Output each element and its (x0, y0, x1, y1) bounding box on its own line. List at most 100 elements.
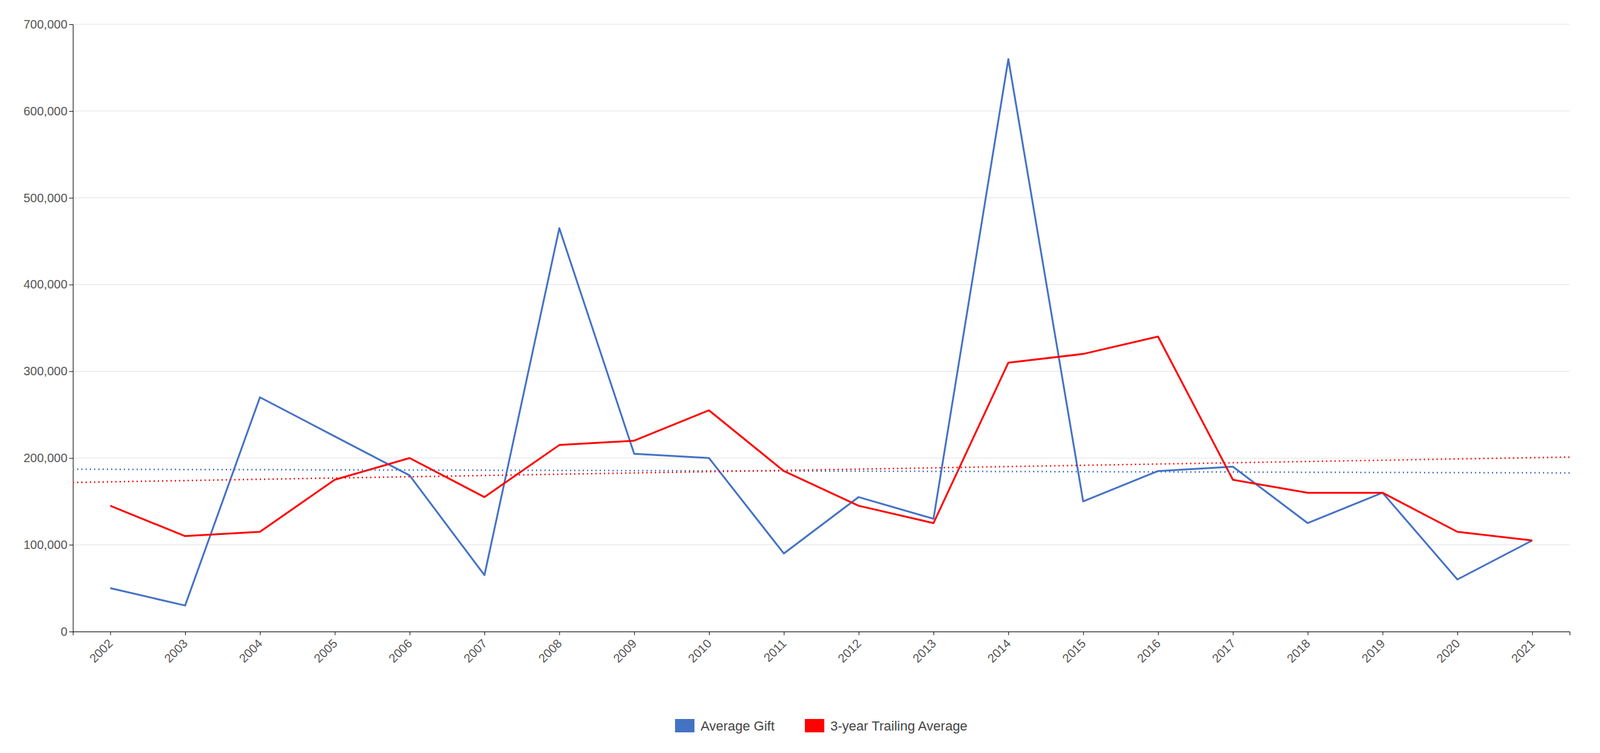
tick-mark (185, 631, 186, 635)
tick-label: 2009 (610, 636, 640, 665)
tick: 300,000 (23, 364, 73, 378)
tick-label: 2015 (1059, 636, 1089, 665)
tick-mark (69, 111, 73, 112)
chart: 0 100,000 200,000 300,000 400,000 500,000 600,… (0, 0, 1600, 753)
legend-swatch (674, 718, 695, 733)
tick-label: 2005 (311, 636, 340, 665)
grid-line (72, 284, 1570, 285)
tick-label: 2021 (1508, 636, 1538, 665)
tick: 2008 (535, 631, 565, 665)
tick-mark (1008, 631, 1009, 635)
tick: 600,000 (23, 104, 73, 118)
tick: 0 (60, 624, 73, 638)
series-line (110, 58, 1533, 606)
tick-mark (259, 631, 261, 635)
grid-line (72, 457, 1570, 459)
plot-area: 0 100,000 200,000 300,000 400,000 500,000 600,… (23, 17, 1571, 665)
tick-label: 2014 (985, 636, 1014, 665)
tick-label: 200,000 (23, 450, 68, 465)
tick: 2021 (1508, 631, 1538, 665)
legend-label: 3-year Trailing Average (830, 718, 968, 734)
tick: 100,000 (23, 537, 73, 552)
legend-item: Average Gift (674, 718, 775, 734)
tick-mark (1158, 631, 1159, 635)
tick-label: 2011 (761, 636, 790, 665)
tick-label: 300,000 (23, 364, 68, 378)
tick-mark (933, 631, 935, 635)
tick-label: 2002 (86, 636, 116, 665)
tick-label: 2003 (161, 636, 190, 665)
tick-label: 2016 (1134, 636, 1163, 665)
tick-label: 2019 (1359, 636, 1388, 665)
tick: 2002 (86, 631, 116, 665)
tick-label: 2012 (835, 636, 864, 665)
tick: 2010 (685, 631, 714, 665)
trend-line (72, 457, 1570, 483)
tick-mark (335, 631, 336, 635)
axis-line (73, 631, 1571, 636)
x-axis: 2002 2003 2004 2005 2006 2007 2008 2009 2010 2011… (73, 631, 1571, 665)
tick: 700,000 (23, 17, 73, 31)
tick-mark (484, 631, 485, 635)
tick-label: 2004 (236, 636, 266, 665)
axis-line (69, 24, 74, 632)
tick-mark (708, 631, 710, 635)
grid-line (72, 370, 1570, 372)
tick-label: 2018 (1284, 636, 1313, 665)
grid-line (72, 24, 1570, 25)
tick-mark (1307, 631, 1309, 635)
grid-line (72, 544, 1570, 546)
tick-label: 2020 (1433, 636, 1463, 665)
tick: 2020 (1433, 631, 1463, 665)
tick-mark (1083, 631, 1085, 635)
tick: 2013 (909, 631, 939, 665)
tick: 2014 (985, 631, 1014, 665)
tick: 2011 (761, 631, 790, 665)
tick: 2017 (1209, 631, 1238, 665)
tick-mark (69, 197, 73, 199)
tick: 200,000 (23, 450, 73, 465)
tick-label: 2007 (460, 636, 490, 665)
legend-label: Average Gift (700, 718, 775, 734)
tick-label: 2008 (535, 636, 565, 665)
tick: 2007 (460, 631, 490, 665)
tick: 400,000 (23, 277, 73, 291)
series-line (110, 336, 1533, 541)
tick: 2015 (1059, 631, 1089, 665)
tick: 500,000 (23, 191, 73, 205)
tick-label: 600,000 (23, 104, 68, 118)
tick-mark (1532, 631, 1533, 635)
tick-label: 2006 (386, 636, 415, 665)
tick: 2009 (610, 631, 640, 665)
tick-mark (559, 631, 560, 635)
tick-mark (1457, 631, 1458, 635)
tick-mark (634, 631, 635, 635)
tick: 2004 (236, 631, 266, 665)
legend-swatch (804, 718, 825, 733)
legend: Average Gift 3-year Trailing Average (674, 718, 968, 734)
tick: 2003 (161, 631, 190, 665)
tick-mark (858, 631, 860, 635)
tick-mark (1232, 631, 1234, 635)
tick-label: 2010 (685, 636, 714, 665)
tick-label: 700,000 (23, 17, 68, 31)
series-group (72, 58, 1570, 606)
tick-mark (69, 370, 73, 372)
tick: 2016 (1134, 631, 1163, 665)
tick-label: 500,000 (23, 191, 68, 205)
tick-mark (69, 457, 73, 459)
tick: 2006 (386, 631, 415, 665)
grid (72, 24, 1570, 632)
tick-mark (69, 284, 73, 286)
tick: 2018 (1284, 631, 1313, 665)
tick-label: 2013 (909, 636, 939, 665)
tick-mark (783, 631, 785, 635)
tick: 2005 (311, 631, 340, 665)
grid-line (72, 197, 1570, 198)
tick-label: 400,000 (23, 277, 68, 291)
tick-label: 2017 (1209, 636, 1238, 665)
tick-mark (69, 24, 73, 25)
tick-mark (69, 631, 73, 632)
tick-label: 0 (60, 624, 68, 638)
legend-item: 3-year Trailing Average (804, 718, 968, 734)
